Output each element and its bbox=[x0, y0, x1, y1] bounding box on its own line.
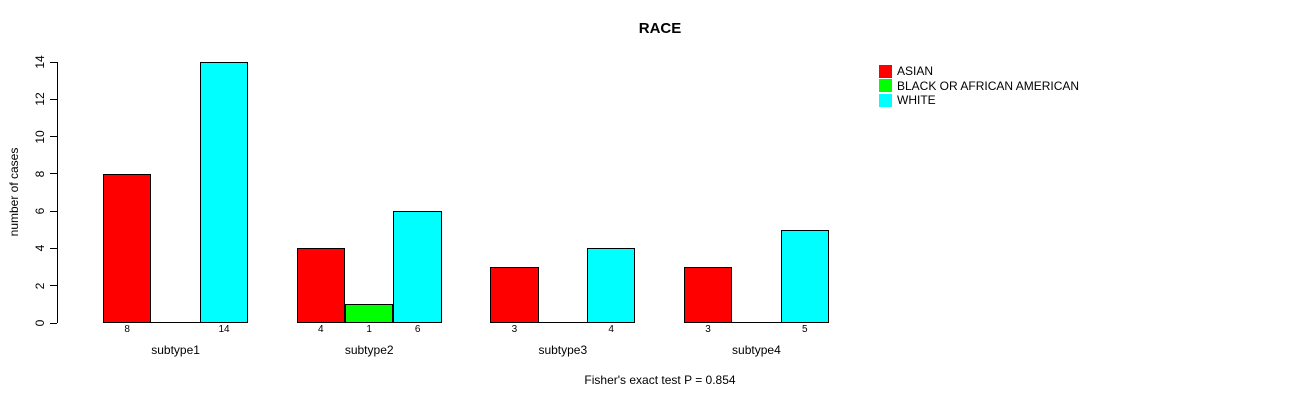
footnote-fisher-test: Fisher's exact test P = 0.854 bbox=[584, 373, 736, 387]
bar-asian-subtype4 bbox=[684, 267, 732, 323]
bar-value-label-white-subtype2: 6 bbox=[414, 324, 421, 335]
legend-label-asian: ASIAN bbox=[897, 64, 934, 79]
chart-title: RACE bbox=[638, 20, 682, 37]
bar-value-label-asian-subtype1: 8 bbox=[124, 324, 130, 335]
bar-white-subtype2 bbox=[393, 211, 442, 323]
y-axis-tick-label: 4 bbox=[33, 245, 47, 252]
category-label-subtype1: subtype1 bbox=[151, 343, 200, 357]
bar-white-subtype1 bbox=[200, 62, 248, 323]
legend-label-black-or-african-american: BLACK OR AFRICAN AMERICAN bbox=[897, 78, 1080, 93]
y-axis-tick bbox=[50, 61, 57, 63]
y-axis-tick-label: 10 bbox=[33, 129, 47, 144]
y-axis-tick-label: 2 bbox=[33, 282, 47, 290]
bar-value-label-white-subtype1: 14 bbox=[218, 324, 230, 335]
legend-swatch-white bbox=[879, 93, 892, 107]
y-axis-line bbox=[57, 62, 58, 323]
bar-value-label-black-or-african-american-subtype2: 1 bbox=[366, 324, 372, 335]
y-axis-tick bbox=[50, 210, 57, 212]
category-label-subtype2: subtype2 bbox=[344, 343, 394, 357]
bar-value-label-asian-subtype3: 3 bbox=[511, 324, 518, 335]
bar-asian-subtype2 bbox=[297, 248, 345, 323]
y-axis-tick bbox=[50, 136, 57, 138]
bar-asian-subtype3 bbox=[490, 267, 539, 323]
y-axis-tick-label: 0 bbox=[33, 319, 47, 327]
legend: ASIAN BLACK OR AFRICAN AMERICAN WHITE bbox=[879, 64, 1079, 108]
y-axis-tick bbox=[50, 285, 57, 287]
bar-white-subtype4 bbox=[781, 230, 829, 323]
group-baseline bbox=[684, 322, 829, 323]
y-axis-tick-label: 14 bbox=[33, 55, 47, 69]
legend-swatch-black-or-african-american bbox=[879, 79, 892, 93]
group-baseline bbox=[490, 322, 635, 323]
category-label-subtype3: subtype3 bbox=[538, 343, 588, 357]
bar-black-or-african-american-subtype2 bbox=[345, 304, 393, 323]
y-axis-tick bbox=[50, 173, 57, 175]
bar-asian-subtype1 bbox=[103, 174, 151, 323]
y-axis-tick bbox=[50, 98, 57, 100]
bar-value-label-white-subtype3: 4 bbox=[608, 324, 614, 335]
legend-item-white: WHITE bbox=[879, 93, 1079, 108]
y-axis-tick-label: 12 bbox=[33, 92, 47, 106]
y-axis-tick bbox=[50, 322, 57, 324]
bar-value-label-white-subtype4: 5 bbox=[802, 324, 808, 335]
legend-item-asian: ASIAN bbox=[879, 64, 1079, 79]
bar-white-subtype3 bbox=[587, 248, 635, 323]
legend-label-white: WHITE bbox=[897, 93, 936, 108]
group-baseline bbox=[103, 322, 248, 323]
y-axis-tick-label: 6 bbox=[33, 207, 47, 215]
y-axis-tick bbox=[50, 247, 57, 249]
y-axis-tick-label: 8 bbox=[33, 170, 47, 178]
legend-item-black-or-african-american: BLACK OR AFRICAN AMERICAN bbox=[879, 79, 1079, 94]
bar-value-label-asian-subtype2: 4 bbox=[318, 324, 324, 335]
y-axis-label: number of cases bbox=[7, 147, 21, 237]
legend-swatch-asian bbox=[879, 64, 892, 78]
bar-value-label-asian-subtype4: 3 bbox=[705, 324, 711, 335]
category-label-subtype4: subtype4 bbox=[732, 343, 781, 357]
